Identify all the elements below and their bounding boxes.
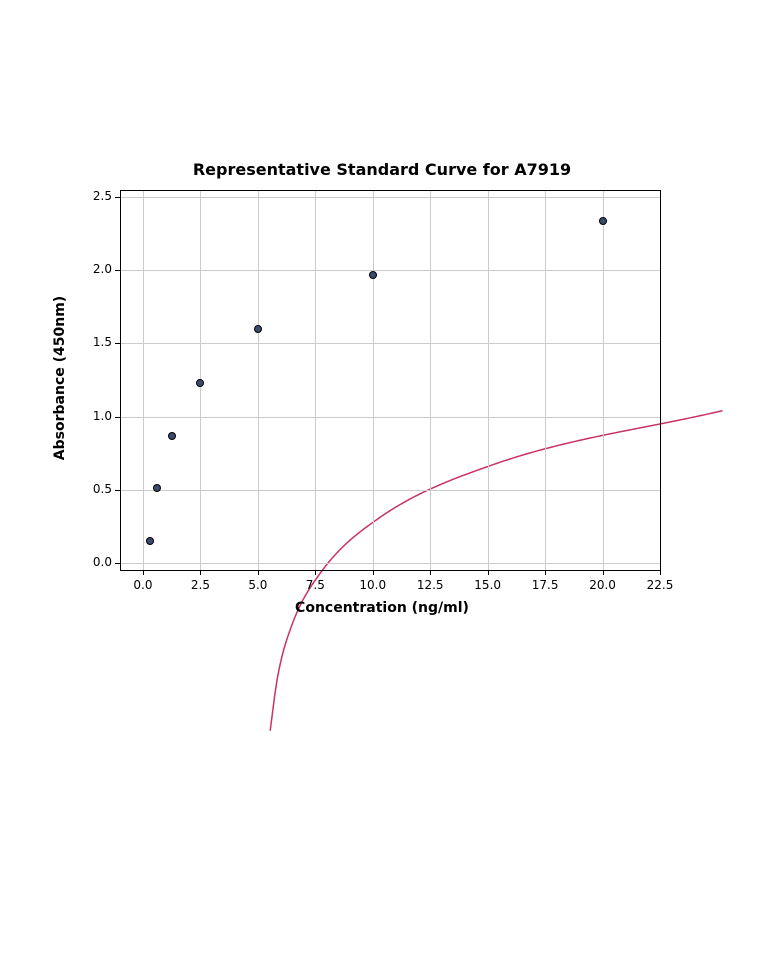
y-tick-label: 2.5: [80, 189, 112, 203]
x-tick-label: 10.0: [353, 578, 393, 592]
grid-line-vertical: [373, 190, 374, 570]
data-point: [153, 484, 161, 492]
data-point: [369, 271, 377, 279]
grid-line-horizontal: [120, 197, 660, 198]
x-tick-label: 12.5: [410, 578, 450, 592]
x-tick-label: 5.0: [238, 578, 278, 592]
x-tick-label: 0.0: [123, 578, 163, 592]
grid-line-vertical: [488, 190, 489, 570]
y-tick-label: 0.5: [80, 482, 112, 496]
data-point: [599, 217, 607, 225]
data-point: [168, 432, 176, 440]
curve-svg: [120, 190, 764, 954]
data-point: [254, 325, 262, 333]
x-tick-label: 17.5: [525, 578, 565, 592]
grid-line-horizontal: [120, 417, 660, 418]
grid-line-horizontal: [120, 563, 660, 564]
data-point: [146, 537, 154, 545]
x-tick-label: 15.0: [468, 578, 508, 592]
y-axis-label: Absorbance (450nm): [52, 278, 68, 478]
grid-line-vertical: [315, 190, 316, 570]
chart-container: Representative Standard Curve for A7919 …: [0, 0, 764, 764]
y-tick-label: 1.5: [80, 335, 112, 349]
axis-border: [120, 190, 121, 570]
grid-line-vertical: [545, 190, 546, 570]
data-point: [196, 379, 204, 387]
grid-line-horizontal: [120, 343, 660, 344]
x-tick-label: 20.0: [583, 578, 623, 592]
grid-line-horizontal: [120, 270, 660, 271]
x-tick-label: 7.5: [295, 578, 335, 592]
grid-line-vertical: [430, 190, 431, 570]
x-tick-label: 22.5: [640, 578, 680, 592]
x-tick-label: 2.5: [180, 578, 220, 592]
x-tick-mark: [660, 570, 661, 575]
axis-border: [120, 570, 660, 571]
grid-line-vertical: [603, 190, 604, 570]
axis-border: [660, 190, 661, 570]
axis-border: [120, 190, 660, 191]
y-tick-label: 0.0: [80, 555, 112, 569]
grid-line-vertical: [258, 190, 259, 570]
grid-line-horizontal: [120, 490, 660, 491]
y-tick-label: 2.0: [80, 262, 112, 276]
chart-title: Representative Standard Curve for A7919: [0, 160, 764, 179]
grid-line-vertical: [143, 190, 144, 570]
y-tick-label: 1.0: [80, 409, 112, 423]
x-axis-label: Concentration (ng/ml): [0, 600, 764, 616]
